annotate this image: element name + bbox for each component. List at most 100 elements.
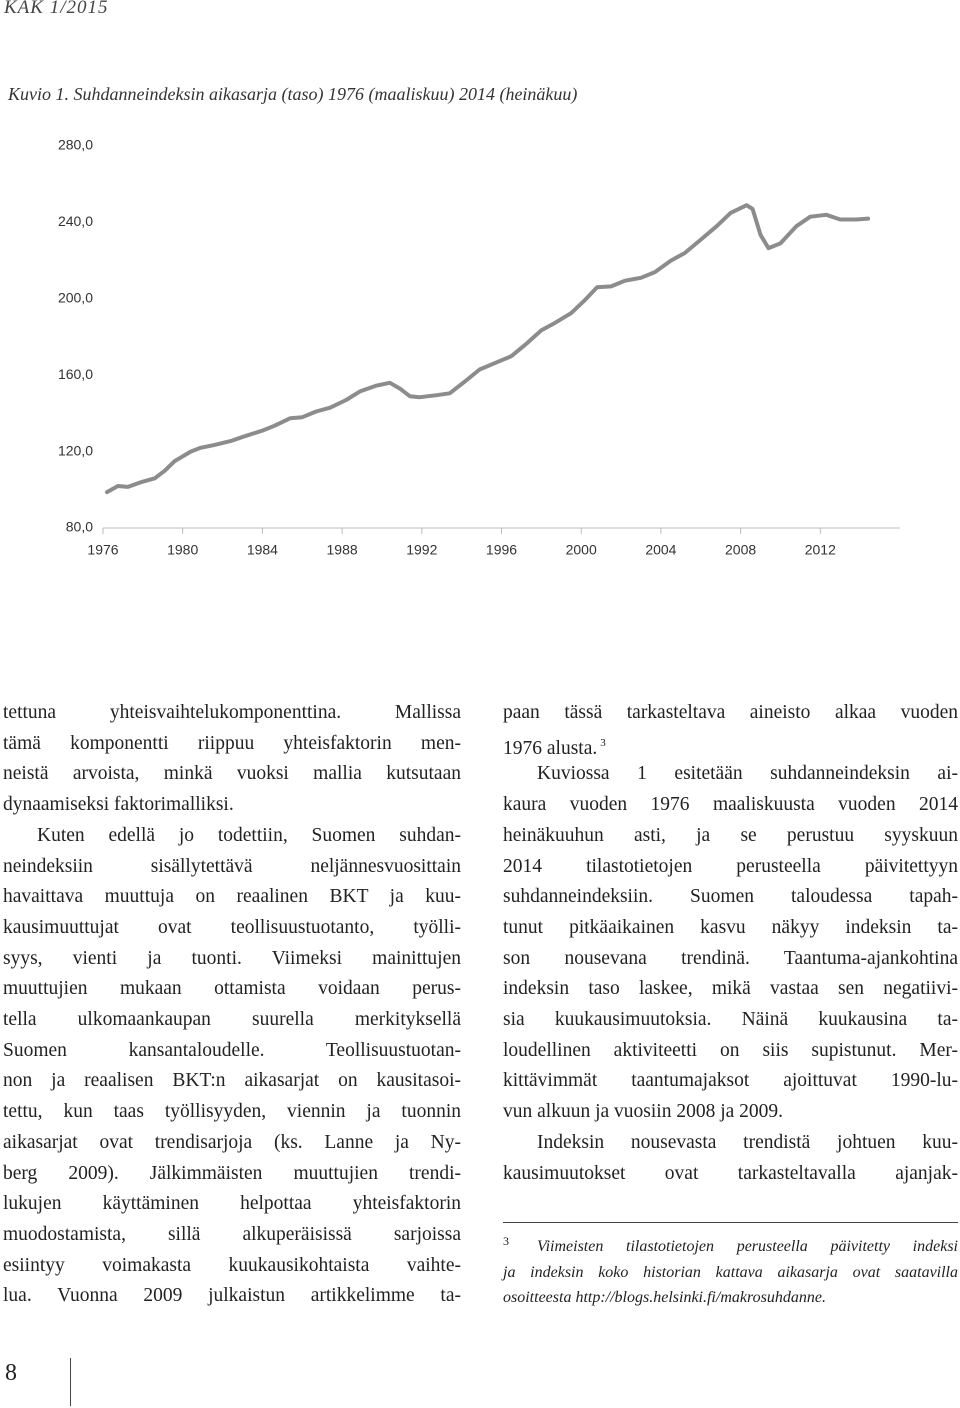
y-tick-label: 80,0 xyxy=(66,519,93,535)
text: Viimeisten tilastotietojen perusteella p… xyxy=(537,1238,958,1255)
text-line: dynaamiseksi faktorimalliksi. xyxy=(3,789,461,820)
text: lua. Vuonna 2009 julkaistun artikkelimme… xyxy=(3,1285,461,1307)
text-line: muuttujien mukaan ottamista voidaan peru… xyxy=(3,973,461,1004)
text-line: aikasarjat ovat trendisarjoja (ks. Lanne… xyxy=(3,1127,461,1158)
text-line: lua. Vuonna 2009 julkaistun artikkelimme… xyxy=(3,1280,461,1311)
text-line: tella ulkomaankaupan suurella merkitykse… xyxy=(3,1004,461,1035)
text-line: havaittava muuttuja on reaalinen BKT ja … xyxy=(3,881,461,912)
x-tick-label: 2012 xyxy=(805,542,836,558)
text-line: non ja reaalisen BKT:n aikasarjat on kau… xyxy=(3,1065,461,1096)
text: neindeksiin sisällytettävä neljännesvuos… xyxy=(3,855,461,877)
text-line: paan tässä tarkasteltava aineisto alkaa … xyxy=(503,697,958,728)
text: tämä komponentti riippuu yhteisfaktorin … xyxy=(3,732,461,754)
right-column: paan tässä tarkasteltava aineisto alkaa … xyxy=(503,697,958,1207)
text-line: tämä komponentti riippuu yhteisfaktorin … xyxy=(3,728,461,759)
y-tick-label: 120,0 xyxy=(58,442,93,458)
text: kittävimmät taantumajaksot ajoittuvat 19… xyxy=(503,1070,958,1092)
text: ja indeksin koko historian kattava aikas… xyxy=(503,1263,958,1281)
text: Suomen kansantaloudelle. Teollisuustuota… xyxy=(3,1039,461,1061)
footnote: Viimeisten tilastotietojen perusteella p… xyxy=(503,1234,958,1310)
footnote-number: 3 xyxy=(503,1234,509,1248)
text: heinäkuuhun asti, ja se perustuu syyskuu… xyxy=(503,824,958,846)
text-line: lukujen käyttäminen helpottaa yhteisfakt… xyxy=(3,1188,461,1219)
text-line: kausimuutokset ovat tarkasteltavalla aja… xyxy=(503,1158,958,1189)
text-line: ja indeksin koko historian kattava aikas… xyxy=(503,1261,958,1285)
text: esiintyy voimakasta kuukausikohtaista va… xyxy=(3,1254,461,1276)
text-line: 2014 tilastotietojen perusteella päivite… xyxy=(503,851,958,882)
text-line: muodostamista, sillä alkuperäisissä sarj… xyxy=(3,1219,461,1250)
index-line xyxy=(105,203,871,495)
x-tick-label: 1980 xyxy=(167,542,198,558)
text-line: vun alkuun ja vuosiin 2008 ja 2009. xyxy=(503,1096,958,1127)
text: suhdanneindeksiin. Suomen taloudessa tap… xyxy=(503,886,958,908)
left-column: tettuna yhteisvaihtelukomponenttina. Mal… xyxy=(3,697,461,1337)
text: muodostamista, sillä alkuperäisissä sarj… xyxy=(3,1223,461,1245)
text-line: 1976 alusta. 3 xyxy=(503,728,958,759)
text: loudellinen aktiviteetti on siis supistu… xyxy=(503,1039,958,1061)
footnote-rule xyxy=(503,1222,958,1223)
text: kausimuutokset ovat tarkasteltavalla aja… xyxy=(503,1162,958,1184)
x-tick-label: 1984 xyxy=(247,542,278,558)
x-tick-label: 1988 xyxy=(327,542,358,558)
text-line: loudellinen aktiviteetti on siis supistu… xyxy=(503,1035,958,1066)
text: osoitteesta http://blogs.helsinki.fi/mak… xyxy=(503,1289,826,1306)
text: aikasarjat ovat trendisarjoja (ks. Lanne… xyxy=(3,1131,461,1153)
text-line: osoitteesta http://blogs.helsinki.fi/mak… xyxy=(503,1286,958,1310)
text-line: Indeksin nousevasta trendistä johtuen ku… xyxy=(503,1127,958,1158)
text-line: sia kuukausimuutoksia. Näinä kuukausina … xyxy=(503,1004,958,1035)
footnote-ref: 3 xyxy=(600,736,606,749)
x-tick-label: 2004 xyxy=(645,542,676,558)
x-tick-label: 2000 xyxy=(566,542,597,558)
x-tick-label: 1976 xyxy=(87,542,118,558)
text-line: heinäkuuhun asti, ja se perustuu syyskuu… xyxy=(503,820,958,851)
text: tettuna yhteisvaihtelukomponenttina. Mal… xyxy=(3,702,461,723)
x-tick-label: 2008 xyxy=(725,542,756,558)
text: neistä arvoista, minkä vuoksi mallia kut… xyxy=(3,763,461,785)
text-line: neindeksiin sisällytettävä neljännesvuos… xyxy=(3,851,461,882)
x-tick-label: 1992 xyxy=(406,542,437,558)
text-line: tettuna yhteisvaihtelukomponenttina. Mal… xyxy=(3,697,461,728)
text-line: tettu, kun taas työllisyyden, viennin ja… xyxy=(3,1096,461,1127)
y-tick-label: 160,0 xyxy=(58,366,93,382)
text: dynaamiseksi faktorimalliksi. xyxy=(3,794,234,816)
text: kausimuuttujat ovat teollisuustuotanto, … xyxy=(3,916,461,938)
text: tettu, kun taas työllisyyden, viennin ja… xyxy=(3,1101,461,1123)
text-line: kaura vuoden 1976 maaliskuusta vuoden 20… xyxy=(503,789,958,820)
text: Kuten edellä jo todettiin, Suomen suhdan… xyxy=(37,824,461,846)
y-tick-label: 200,0 xyxy=(58,290,93,306)
text: son nousevana trendinä. Taantuma-ajankoh… xyxy=(503,947,958,969)
text-line: indeksin taso laskee, mikä vastaa sen ne… xyxy=(503,973,958,1004)
text: sia kuukausimuutoksia. Näinä kuukausina … xyxy=(503,1009,958,1030)
y-tick-label: 240,0 xyxy=(58,213,93,229)
page-number: 8 xyxy=(5,1360,17,1386)
text: 1976 alusta. xyxy=(503,737,598,759)
text-line: kittävimmät taantumajaksot ajoittuvat 19… xyxy=(503,1065,958,1096)
text-line: esiintyy voimakasta kuukausikohtaista va… xyxy=(3,1250,461,1281)
text: vun alkuun ja vuosiin 2008 ja 2009. xyxy=(503,1101,784,1123)
text: indeksin taso laskee, mikä vastaa sen ne… xyxy=(503,978,958,1000)
text: tella ulkomaankaupan suurella merkitykse… xyxy=(3,1009,461,1030)
text: paan tässä tarkasteltava aineisto alkaa … xyxy=(503,702,958,723)
text-line: kausimuuttujat ovat teollisuustuotanto, … xyxy=(3,912,461,943)
text-line: tunut pitkäaikainen kasvu näkyy indeksin… xyxy=(503,912,958,943)
text: 2014 tilastotietojen perusteella päivite… xyxy=(503,855,958,877)
text-line: Kuten edellä jo todettiin, Suomen suhdan… xyxy=(3,820,461,851)
text-line: neistä arvoista, minkä vuoksi mallia kut… xyxy=(3,758,461,789)
text: kaura vuoden 1976 maaliskuusta vuoden 20… xyxy=(503,794,958,816)
text-line: syys, vienti ja tuonti. Viimeksi mainitt… xyxy=(3,943,461,974)
text: muuttujien mukaan ottamista voidaan peru… xyxy=(3,978,461,1000)
text-line: Suomen kansantaloudelle. Teollisuustuota… xyxy=(3,1035,461,1066)
text-line: Viimeisten tilastotietojen perusteella p… xyxy=(503,1234,958,1259)
text: havaittava muuttuja on reaalinen BKT ja … xyxy=(3,886,461,908)
text-line: suhdanneindeksiin. Suomen taloudessa tap… xyxy=(503,881,958,912)
text-line: Kuviossa 1 esitetään suhdanneindeksin ai… xyxy=(503,758,958,789)
journal-header: KAK 1/2015 xyxy=(4,0,109,18)
text-line: berg 2009). Jälkimmäisten muuttujien tre… xyxy=(3,1158,461,1189)
text-line: son nousevana trendinä. Taantuma-ajankoh… xyxy=(503,943,958,974)
x-tick-label: 1996 xyxy=(486,542,517,558)
text: tunut pitkäaikainen kasvu näkyy indeksin… xyxy=(503,916,958,938)
chart: 80,0 120,0 160,0 200,0 240,0 280,0 1976 1980 198… xyxy=(58,137,900,558)
text: syys, vienti ja tuonti. Viimeksi mainitt… xyxy=(3,947,461,969)
text: lukujen käyttäminen helpottaa yhteisfakt… xyxy=(3,1193,461,1215)
text: Kuviossa 1 esitetään suhdanneindeksin ai… xyxy=(537,763,958,785)
